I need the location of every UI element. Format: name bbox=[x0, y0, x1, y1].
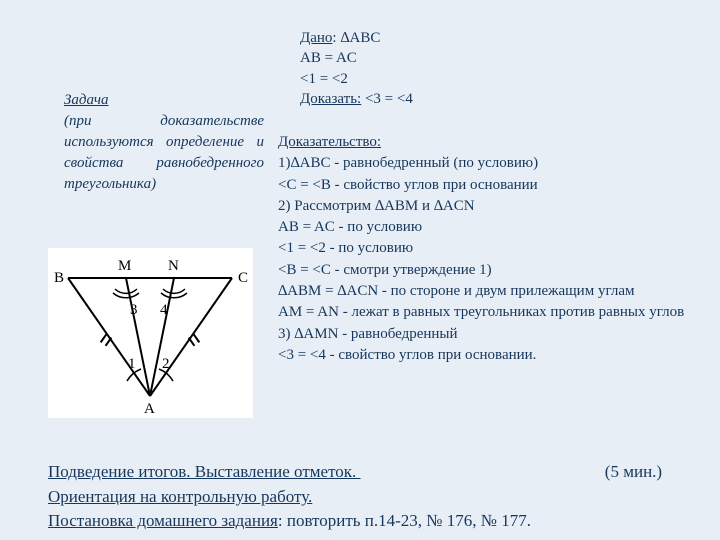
pt-C: C bbox=[238, 270, 248, 286]
given-block: Дано: ∆ABC AB = AC <1 = <2 Доказать: <3 … bbox=[300, 28, 680, 109]
proof-p7: ∆ABM = ∆ACN - по стороне и двум прилежащ… bbox=[278, 283, 634, 299]
footer-l3b: : повторить п.14-23, № 176, № 177. bbox=[278, 511, 531, 530]
prove-label: Доказать: bbox=[300, 91, 361, 107]
footer-l1b: (5 мин.) bbox=[605, 462, 662, 481]
footer-block: Подведение итогов. Выставление отметок. … bbox=[48, 460, 678, 534]
footer-l2: Ориентация на контрольную работу. bbox=[48, 487, 312, 506]
pt-A: A bbox=[144, 401, 155, 417]
task-block: Задача (при доказательстве используются … bbox=[64, 90, 264, 195]
proof-p6: <B = <C - смотри утверждение 1) bbox=[278, 262, 492, 278]
ang-1: 1 bbox=[128, 356, 136, 372]
pt-M: M bbox=[118, 258, 131, 274]
given-label: Дано bbox=[300, 30, 332, 46]
footer-l3a: Постановка домашнего задания bbox=[48, 511, 278, 530]
proof-p1: 1)∆ABC - равнобедренный (по условию) bbox=[278, 155, 538, 171]
given-l2: AB = AC bbox=[300, 50, 357, 66]
proof-p8: AM = AN - лежат в равных треугольниках п… bbox=[278, 304, 684, 320]
ang-2: 2 bbox=[162, 356, 170, 372]
proof-p5: <1 = <2 - по условию bbox=[278, 240, 413, 256]
proof-title: Доказательство: bbox=[278, 134, 381, 150]
footer-l1: Подведение итогов. Выставление отметок. … bbox=[48, 460, 678, 485]
prove-text: <3 = <4 bbox=[361, 91, 413, 107]
proof-p2: <C = <B - свойство углов при основании bbox=[278, 177, 538, 193]
task-title: Задача bbox=[64, 90, 264, 111]
ang-3: 3 bbox=[130, 302, 138, 318]
footer-l3: Постановка домашнего задания: повторить … bbox=[48, 509, 678, 534]
pt-B: B bbox=[54, 270, 64, 286]
proof-p9: 3) ∆AMN - равнобедренный bbox=[278, 326, 458, 342]
proof-p10: <3 = <4 - свойство углов при основании. bbox=[278, 347, 536, 363]
proof-p3: 2) Рассмотрим ∆ABM и ∆ACN bbox=[278, 198, 475, 214]
task-body: (при доказательстве используются определ… bbox=[64, 113, 264, 192]
given-l3: <1 = <2 bbox=[300, 71, 348, 87]
proof-block: Доказательство: 1)∆ABC - равнобедренный … bbox=[278, 132, 698, 366]
given-l1: : ∆ABC bbox=[332, 30, 380, 46]
triangle-figure: A B C M N 1 2 3 4 bbox=[48, 248, 253, 418]
footer-l1a: Подведение итогов. Выставление отметок. bbox=[48, 462, 361, 481]
ang-4: 4 bbox=[160, 302, 168, 318]
pt-N: N bbox=[168, 258, 179, 274]
proof-p4: AB = AC - по условию bbox=[278, 219, 422, 235]
